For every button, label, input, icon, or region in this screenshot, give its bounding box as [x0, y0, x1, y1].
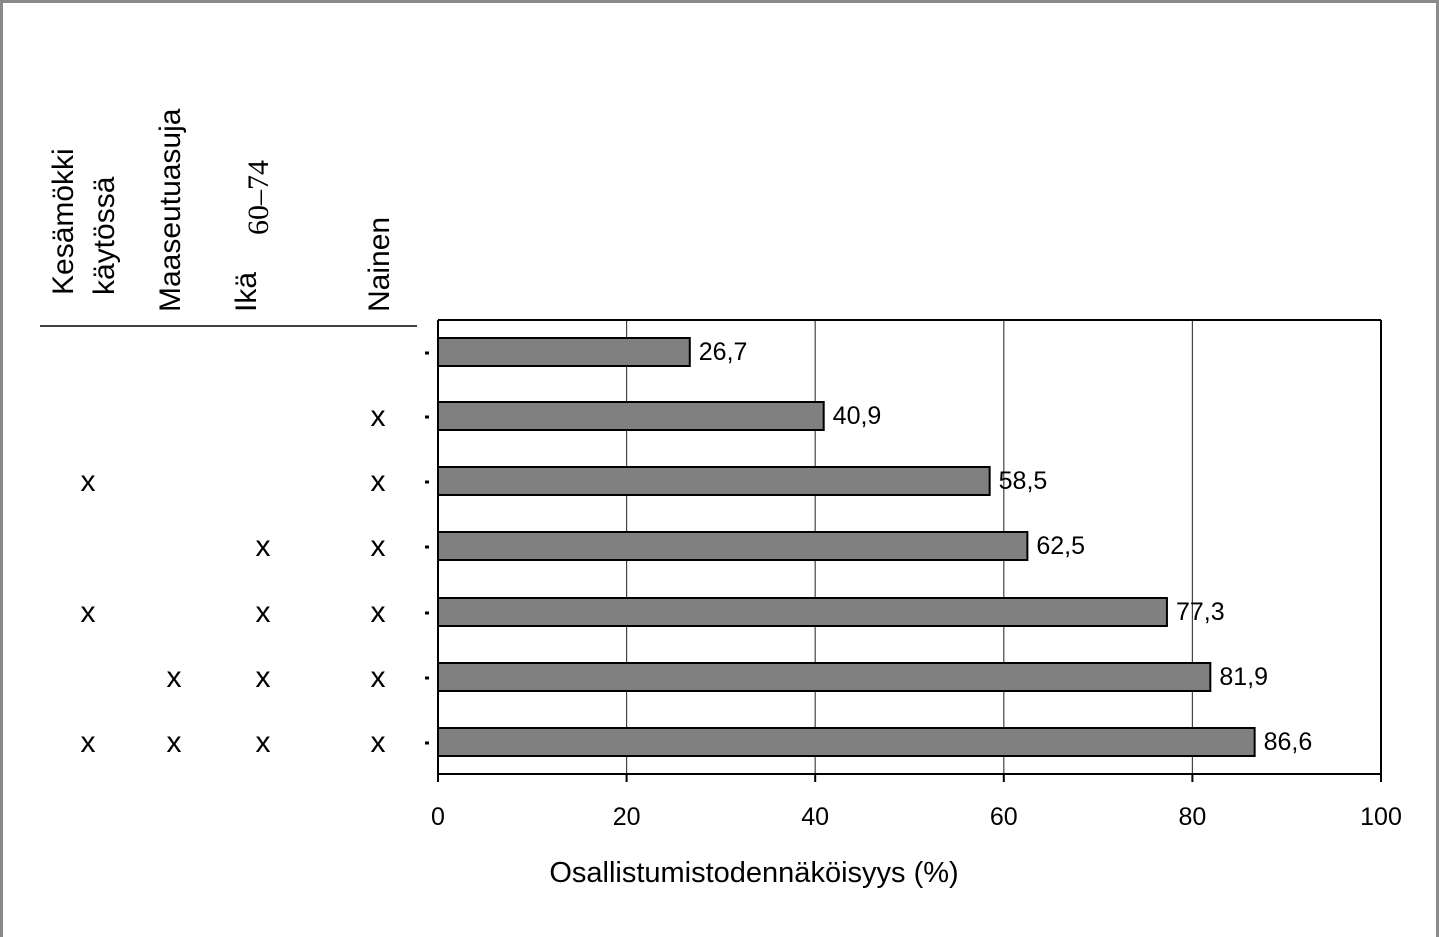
mark-ika-5: x: [256, 661, 271, 694]
header-kesamokki-line2: käytössä: [88, 176, 121, 295]
column-headers: Kesämökki käytössä Maaseutuasuja Ikä 60–…: [47, 108, 396, 312]
x-tick-label-2: 40: [801, 803, 829, 831]
bar-1: [437, 401, 825, 431]
x-tick-label-1: 20: [613, 803, 641, 831]
bar-value-label-0: 26,7: [699, 338, 748, 366]
mark-kesamokki-2: x: [81, 465, 96, 498]
bar-0: [437, 337, 691, 367]
bar-value-label-4: 77,3: [1176, 598, 1225, 626]
mark-maaseutu-5: x: [167, 661, 182, 694]
header-ika-label: Ikä: [230, 272, 263, 312]
bar-value-label-1: 40,9: [833, 402, 882, 430]
bar-value-label-5: 81,9: [1219, 663, 1268, 691]
bar-value-label-6: 86,6: [1264, 728, 1313, 756]
x-tick-label-5: 100: [1360, 803, 1402, 831]
mark-nainen-2: x: [371, 465, 386, 498]
bar-4: [437, 597, 1168, 627]
bar-5: [437, 662, 1212, 692]
indicator-marks: xx xx xx x xx x xx x x x: [81, 400, 386, 759]
bar-2: [437, 466, 991, 496]
bar-6: [437, 727, 1256, 757]
mark-nainen-3: x: [371, 530, 386, 563]
mark-nainen-5: x: [371, 661, 386, 694]
x-tick-label-0: 0: [431, 803, 445, 831]
x-axis-title: Osallistumistodennäköisyys (%): [549, 857, 958, 889]
bar-value-label-3: 62,5: [1036, 532, 1085, 560]
mark-nainen-1: x: [371, 400, 386, 433]
bar-value-label-2: 58,5: [999, 467, 1048, 495]
mark-ika-3: x: [256, 530, 271, 563]
x-tick-label-4: 80: [1178, 803, 1206, 831]
mark-ika-6: x: [256, 726, 271, 759]
mark-ika-4: x: [256, 596, 271, 629]
mark-kesamokki-6: x: [81, 726, 96, 759]
x-tick-label-3: 60: [990, 803, 1018, 831]
mark-maaseutu-6: x: [167, 726, 182, 759]
header-kesamokki-line1: Kesämökki: [47, 148, 80, 295]
mark-nainen-6: x: [371, 726, 386, 759]
bar-chart: 0 20 40 60 80 100 26,7 40,9 58,5 62,5 77,3 81,9 86,6: [425, 319, 1402, 831]
bar-3: [437, 531, 1029, 561]
mark-nainen-4: x: [371, 596, 386, 629]
mark-kesamokki-4: x: [81, 596, 96, 629]
header-nainen: Nainen: [363, 217, 396, 312]
header-ika-range: 60–74: [242, 160, 275, 235]
header-maaseutuasuja: Maaseutuasuja: [154, 108, 187, 312]
